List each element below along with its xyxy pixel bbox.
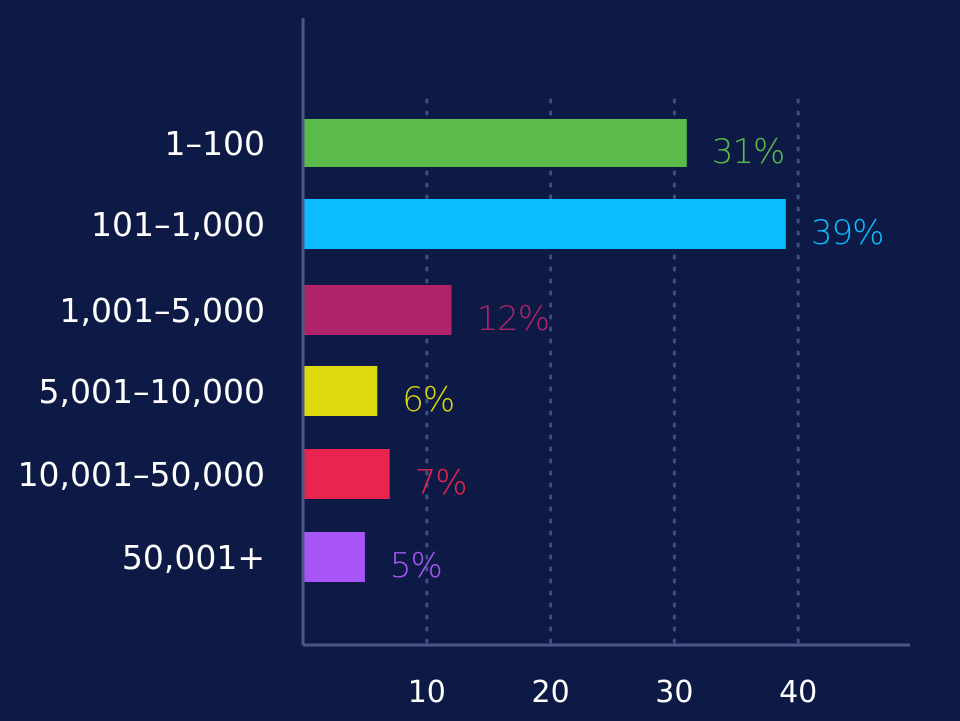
category-label-2: 1,001–5,000 — [60, 291, 265, 330]
bar-4 — [304, 449, 390, 499]
value-label-0: 31% — [712, 132, 785, 172]
bar-3 — [304, 366, 378, 416]
value-label-4: 7% — [415, 463, 467, 503]
bar-5 — [304, 532, 365, 582]
category-label-0: 1–100 — [165, 124, 265, 163]
category-labels: 1–100 101–1,000 1,001–5,000 5,001–10,000 10,… — [18, 124, 265, 577]
category-label-3: 5,001–10,000 — [39, 372, 265, 411]
value-label-5: 5% — [390, 546, 442, 586]
value-label-3: 6% — [402, 380, 454, 420]
bar-1 — [304, 199, 786, 249]
bar-0 — [304, 119, 687, 167]
category-label-4: 10,001–50,000 — [18, 455, 265, 494]
category-label-5: 50,001+ — [122, 538, 265, 577]
grid-lines — [425, 98, 800, 647]
value-label-1: 39% — [811, 213, 884, 253]
bar-2 — [304, 285, 452, 335]
bars — [304, 119, 786, 582]
tick-label-30: 30 — [655, 675, 693, 710]
axes — [301, 18, 910, 647]
tick-label-10: 10 — [408, 675, 446, 710]
value-labels: 31% 39% 12% 6% 7% 5% — [390, 132, 884, 586]
tick-labels: 10 20 30 40 — [408, 675, 818, 710]
category-label-1: 101–1,000 — [91, 205, 265, 244]
tick-label-20: 20 — [532, 675, 570, 710]
tick-label-40: 40 — [779, 675, 817, 710]
value-label-2: 12% — [477, 299, 550, 339]
